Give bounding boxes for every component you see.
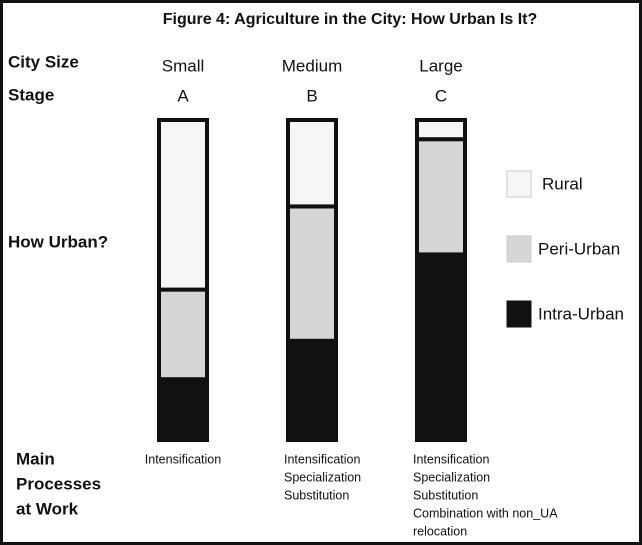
legend-swatch <box>506 235 532 263</box>
stage: C <box>435 86 447 105</box>
legend-label: Intra-Urban <box>538 304 624 323</box>
bar-segment <box>415 118 467 142</box>
bar-segment <box>286 338 338 442</box>
process: Intensification <box>145 452 221 466</box>
bar-segment <box>415 137 467 257</box>
process: relocation <box>413 524 467 538</box>
legend-label: Rural <box>542 174 583 193</box>
stage: A <box>177 86 189 105</box>
legend-swatch <box>506 170 532 198</box>
bar-segment <box>415 252 467 442</box>
row-label: How Urban? <box>8 232 108 251</box>
city-size: Medium <box>282 56 342 75</box>
city-size: Small <box>162 56 205 75</box>
bar-segment <box>157 287 209 382</box>
bar-segment <box>286 118 338 209</box>
row-label: Main <box>16 449 55 468</box>
city-size: Large <box>419 56 462 75</box>
row-label: City Size <box>8 52 79 71</box>
legend-label: Peri-Urban <box>538 239 620 258</box>
process: Substitution <box>284 488 349 502</box>
bar-segment <box>157 377 209 443</box>
process: Substitution <box>413 488 478 502</box>
row-label: Processes <box>16 474 101 493</box>
row-label: Stage <box>8 85 54 104</box>
row-label: at Work <box>16 499 79 518</box>
process: Intensification <box>413 452 489 466</box>
process: Specialization <box>413 470 490 484</box>
legend-swatch <box>506 300 532 328</box>
title: Figure 4: Agriculture in the City: How U… <box>163 11 538 28</box>
process: Combination with non_UA <box>413 506 558 520</box>
stage: B <box>306 86 317 105</box>
process: Intensification <box>284 452 360 466</box>
bar-segment <box>286 204 338 343</box>
process: Specialization <box>284 470 361 484</box>
bar-segment <box>157 118 209 292</box>
